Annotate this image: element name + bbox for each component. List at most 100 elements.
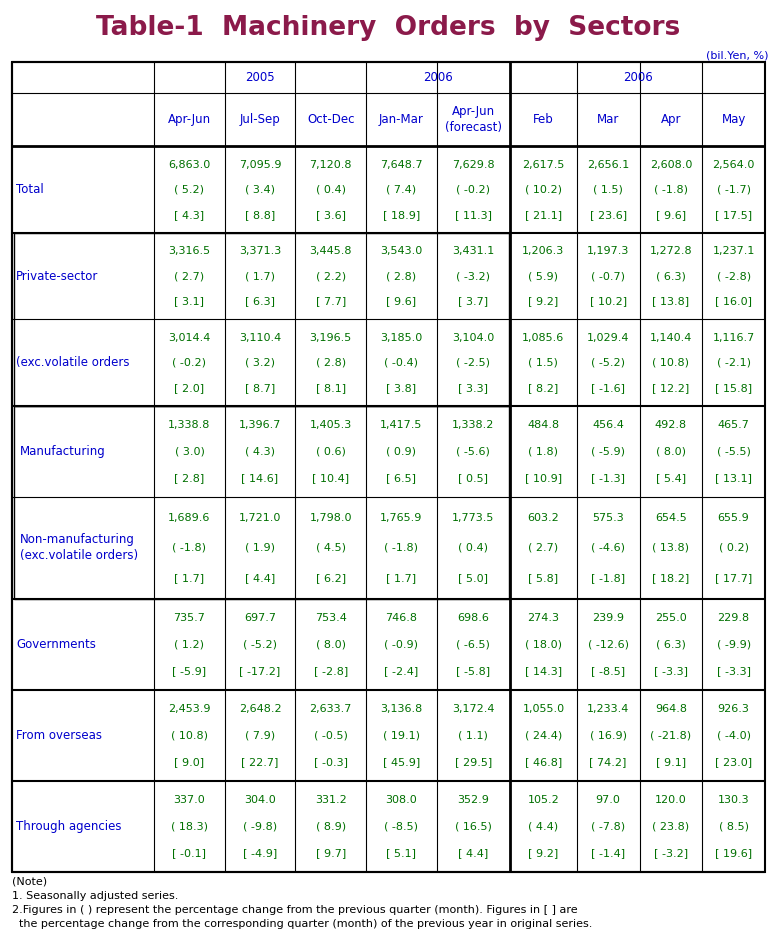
Text: 2.Figures in ( ) represent the percentage change from the previous quarter (mont: 2.Figures in ( ) represent the percentag… — [12, 905, 577, 915]
Text: 465.7: 465.7 — [718, 420, 750, 430]
Text: [ 2.8]: [ 2.8] — [174, 473, 204, 482]
Text: [ 17.5]: [ 17.5] — [715, 210, 752, 220]
Text: ( 1.9): ( 1.9) — [245, 543, 275, 553]
Text: [ 6.2]: [ 6.2] — [315, 573, 346, 582]
Text: [ 8.8]: [ 8.8] — [245, 210, 275, 220]
Text: ( 0.4): ( 0.4) — [315, 185, 346, 194]
Text: ( 0.6): ( 0.6) — [315, 447, 346, 457]
Text: ( 1.5): ( 1.5) — [528, 358, 559, 368]
Text: 1,396.7: 1,396.7 — [239, 420, 281, 430]
Text: [ 23.6]: [ 23.6] — [590, 210, 627, 220]
Text: [ -2.8]: [ -2.8] — [314, 666, 348, 676]
Text: [ 5.8]: [ 5.8] — [528, 573, 559, 582]
Bar — [14, 406, 509, 599]
Text: 654.5: 654.5 — [655, 514, 687, 523]
Text: 2006: 2006 — [622, 71, 653, 84]
Text: [ 10.2]: [ 10.2] — [590, 296, 627, 306]
Text: 274.3: 274.3 — [528, 614, 559, 623]
Text: 1,405.3: 1,405.3 — [309, 420, 352, 430]
Text: ( -5.5): ( -5.5) — [716, 447, 751, 457]
Text: 697.7: 697.7 — [244, 614, 276, 623]
Text: Governments: Governments — [16, 638, 96, 651]
Text: 3,316.5: 3,316.5 — [169, 246, 211, 256]
Text: [ 1.7]: [ 1.7] — [174, 573, 204, 582]
Text: [ 6.3]: [ 6.3] — [245, 296, 275, 306]
Text: 456.4: 456.4 — [592, 420, 624, 430]
Text: 1. Seasonally adjusted series.: 1. Seasonally adjusted series. — [12, 891, 179, 901]
Text: 2,656.1: 2,656.1 — [587, 160, 629, 170]
Text: 1,085.6: 1,085.6 — [522, 332, 565, 343]
Text: ( -2.8): ( -2.8) — [716, 271, 751, 281]
Text: Private-sector: Private-sector — [16, 270, 99, 282]
Text: ( 7.4): ( 7.4) — [386, 185, 416, 194]
Text: [ 14.6]: [ 14.6] — [242, 473, 279, 482]
Text: [ 21.1]: [ 21.1] — [524, 210, 562, 220]
Text: ( 2.8): ( 2.8) — [386, 271, 416, 281]
Text: [ -1.3]: [ -1.3] — [591, 473, 625, 482]
Text: ( 4.4): ( 4.4) — [528, 821, 559, 832]
Text: [ 14.3]: [ 14.3] — [524, 666, 562, 676]
Text: 3,445.8: 3,445.8 — [309, 246, 352, 256]
Text: Mar: Mar — [597, 113, 619, 126]
Text: 3,136.8: 3,136.8 — [380, 704, 423, 714]
Text: 3,185.0: 3,185.0 — [380, 332, 423, 343]
Text: 655.9: 655.9 — [718, 514, 750, 523]
Text: ( -0.2): ( -0.2) — [456, 185, 490, 194]
Text: Table-1  Machinery  Orders  by  Sectors: Table-1 Machinery Orders by Sectors — [96, 15, 681, 41]
Text: 492.8: 492.8 — [655, 420, 687, 430]
Text: [ 6.5]: [ 6.5] — [386, 473, 416, 482]
Text: ( 8.5): ( 8.5) — [719, 821, 748, 832]
Text: 1,197.3: 1,197.3 — [587, 246, 629, 256]
Text: [ 17.7]: [ 17.7] — [715, 573, 752, 582]
Text: [ 1.7]: [ 1.7] — [386, 573, 416, 582]
Text: ( 3.4): ( 3.4) — [245, 185, 275, 194]
Text: 7,648.7: 7,648.7 — [380, 160, 423, 170]
Text: ( -12.6): ( -12.6) — [587, 639, 629, 649]
Text: [ 9.2]: [ 9.2] — [528, 296, 559, 306]
Text: [ 4.4]: [ 4.4] — [458, 848, 489, 858]
Text: ( 1.8): ( 1.8) — [528, 447, 559, 457]
Text: [ -2.4]: [ -2.4] — [384, 666, 418, 676]
Text: [ 8.7]: [ 8.7] — [245, 383, 275, 393]
Text: 2,608.0: 2,608.0 — [650, 160, 692, 170]
Text: 2,453.9: 2,453.9 — [168, 704, 211, 714]
Text: ( -0.5): ( -0.5) — [314, 731, 347, 740]
Text: ( 4.3): ( 4.3) — [245, 447, 275, 457]
Bar — [12, 62, 765, 872]
Text: ( 8.0): ( 8.0) — [656, 447, 686, 457]
Text: [ 9.2]: [ 9.2] — [528, 848, 559, 858]
Text: ( 2.8): ( 2.8) — [315, 358, 346, 368]
Text: ( 2.2): ( 2.2) — [315, 271, 346, 281]
Text: [ 3.3]: [ 3.3] — [458, 383, 488, 393]
Text: ( -2.1): ( -2.1) — [716, 358, 751, 368]
Text: ( 6.3): ( 6.3) — [656, 639, 686, 649]
Text: (bil.Yen, %): (bil.Yen, %) — [706, 50, 769, 60]
Text: 2,648.2: 2,648.2 — [239, 704, 281, 714]
Text: ( 1.5): ( 1.5) — [593, 185, 623, 194]
Text: Apr-Jun: Apr-Jun — [168, 113, 211, 126]
Text: (exc.volatile orders: (exc.volatile orders — [16, 356, 130, 369]
Text: [ 9.0]: [ 9.0] — [174, 757, 204, 767]
Text: ( 23.8): ( 23.8) — [653, 821, 689, 832]
Text: ( 5.9): ( 5.9) — [528, 271, 559, 281]
Text: ( 2.7): ( 2.7) — [528, 543, 559, 553]
Text: ( 16.9): ( 16.9) — [590, 731, 626, 740]
Bar — [14, 233, 509, 406]
Text: 1,237.1: 1,237.1 — [713, 246, 754, 256]
Text: Feb: Feb — [533, 113, 554, 126]
Text: ( 13.8): ( 13.8) — [653, 543, 689, 553]
Text: 1,140.4: 1,140.4 — [650, 332, 692, 343]
Text: ( -6.5): ( -6.5) — [456, 639, 490, 649]
Text: ( 18.3): ( 18.3) — [171, 821, 208, 832]
Text: 3,431.1: 3,431.1 — [452, 246, 494, 256]
Text: ( 19.1): ( 19.1) — [383, 731, 420, 740]
Text: ( 5.2): ( 5.2) — [175, 185, 204, 194]
Text: [ 74.2]: [ 74.2] — [590, 757, 627, 767]
Text: [ -8.5]: [ -8.5] — [591, 666, 625, 676]
Text: 3,014.4: 3,014.4 — [169, 332, 211, 343]
Text: 3,172.4: 3,172.4 — [452, 704, 495, 714]
Text: 308.0: 308.0 — [385, 795, 417, 805]
Text: [ 4.4]: [ 4.4] — [245, 573, 275, 582]
Text: 2005: 2005 — [246, 71, 275, 84]
Text: 698.6: 698.6 — [458, 614, 490, 623]
